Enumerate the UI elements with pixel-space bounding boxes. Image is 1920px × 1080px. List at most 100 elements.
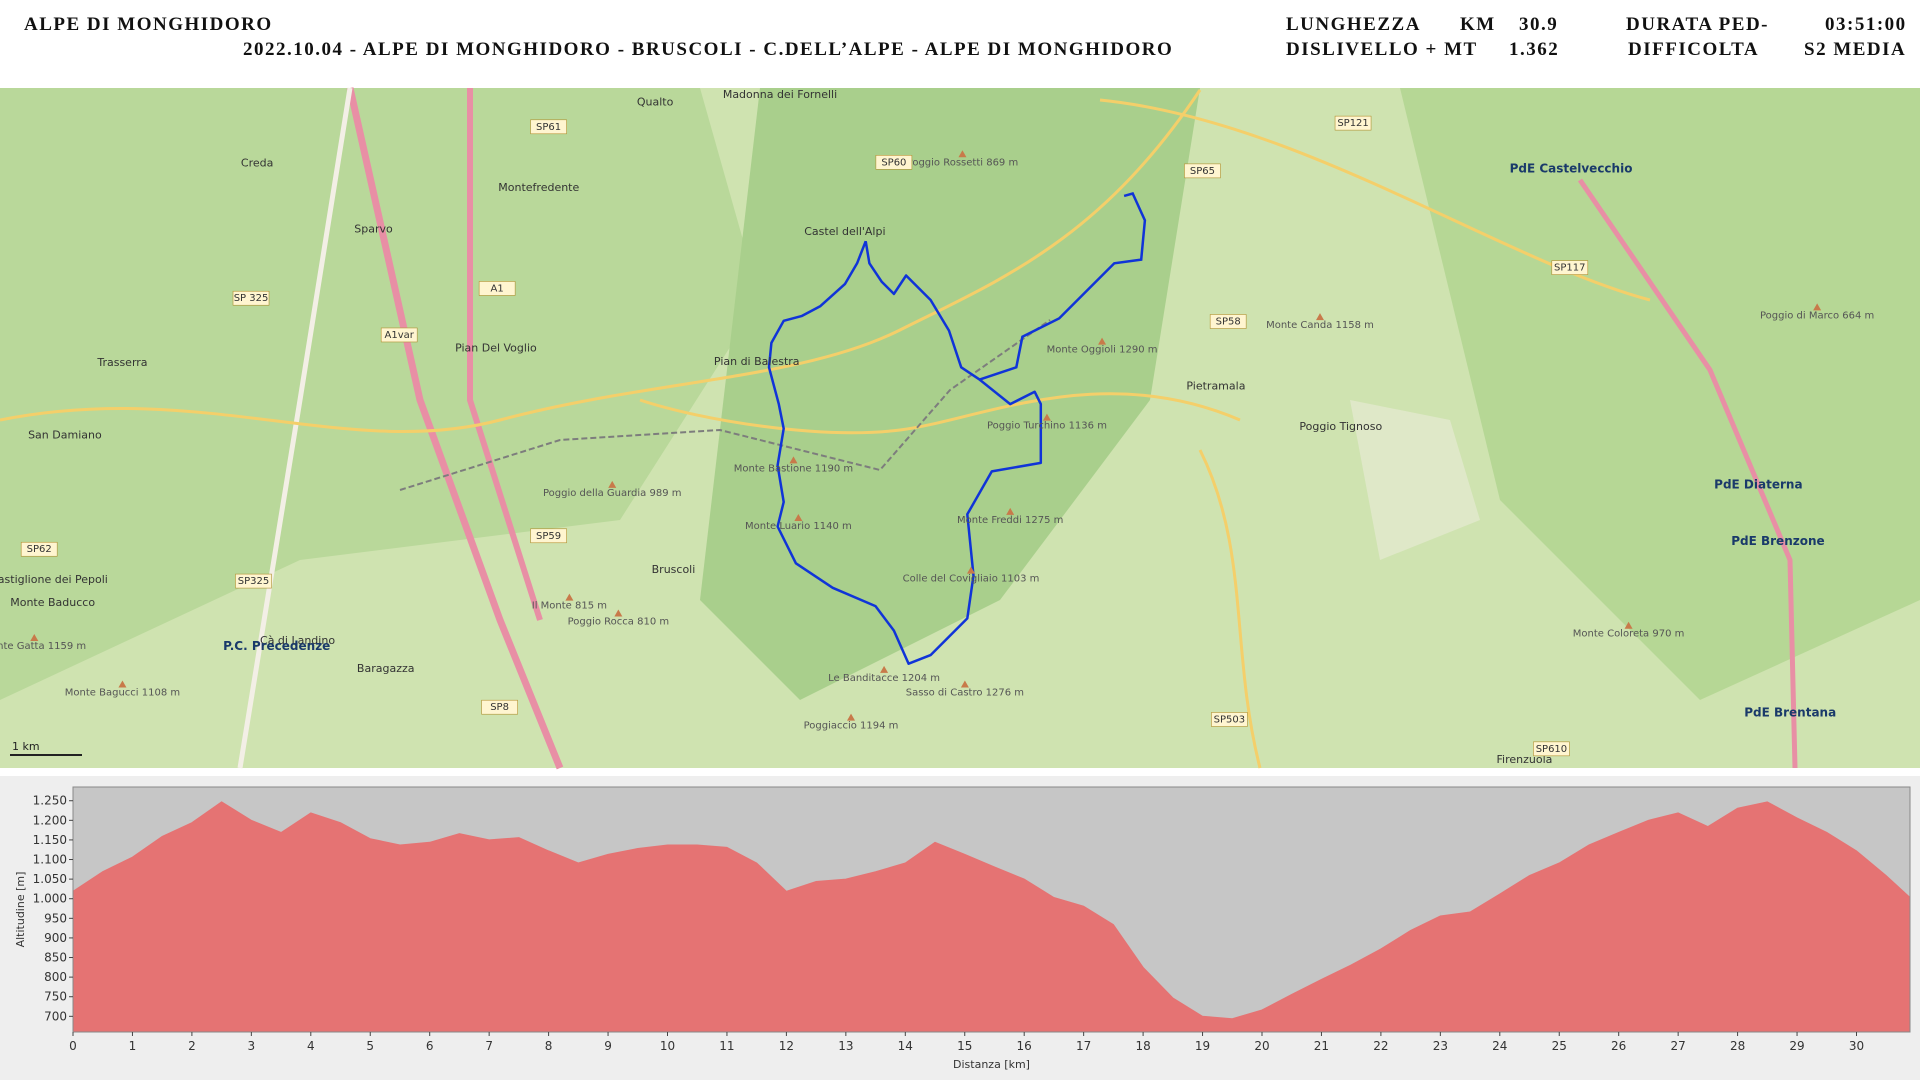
boundary <box>399 319 1051 491</box>
scale-label: 1 km <box>12 740 40 753</box>
peak-marker <box>847 713 856 721</box>
x-tick-label: 25 <box>1552 1039 1567 1053</box>
peak-label: Monte Coloreta 970 m <box>1573 629 1685 640</box>
road-label: SP62 <box>27 544 52 555</box>
place-label: Pietramala <box>1186 379 1245 392</box>
duration-value: 03:51:00 <box>1825 14 1907 35</box>
road-label: SP610 <box>1536 744 1567 755</box>
x-tick-label: 24 <box>1492 1039 1507 1053</box>
x-tick-label: 6 <box>426 1039 434 1053</box>
y-axis-label: Altitudine [m] <box>14 872 27 948</box>
elevation-area <box>72 801 1911 1033</box>
x-tick-label: 1 <box>129 1039 137 1053</box>
peak-label: Monte Freddi 1275 m <box>957 515 1063 526</box>
road-label: SP61 <box>536 122 561 133</box>
road-shield <box>875 155 913 170</box>
peak-label: Poggio della Guardia 989 m <box>543 488 682 499</box>
forest <box>0 88 760 700</box>
x-tick-label: 27 <box>1671 1039 1686 1053</box>
place-label: Madonna dei Fornelli <box>723 88 837 101</box>
peak-label: Le Banditacce 1204 m <box>828 673 940 684</box>
motorway <box>467 88 543 621</box>
x-tick-label: 11 <box>719 1039 734 1053</box>
station-label: PdE Brentana <box>1744 705 1836 719</box>
x-tick-label: 15 <box>957 1039 972 1053</box>
forest <box>700 88 1200 700</box>
road-label: A1 <box>491 283 504 294</box>
place-label: Montefredente <box>498 181 579 194</box>
x-tick-label: 17 <box>1076 1039 1091 1053</box>
road-label: SP59 <box>536 531 561 542</box>
peak-marker <box>794 513 803 521</box>
place-label: Castiglione dei Pepoli <box>0 573 108 586</box>
road-shield <box>235 573 272 589</box>
station-label: PdE Diaterna <box>1714 478 1802 492</box>
x-tick-label: 29 <box>1789 1039 1804 1053</box>
peak-marker <box>565 593 574 601</box>
x-tick-label: 12 <box>779 1039 794 1053</box>
y-tick-label: 900 <box>44 931 67 945</box>
place-label: Bruscoli <box>652 563 696 576</box>
peak-marker <box>967 566 976 574</box>
length-unit: KM <box>1460 14 1496 35</box>
station-label: PdE Castelvecchio <box>1510 162 1633 176</box>
place-label: Pian Del Voglio <box>455 341 537 354</box>
forest <box>1400 88 1920 700</box>
motorway <box>1577 178 1798 769</box>
peak-label: Poggio di Marco 664 m <box>1760 310 1874 321</box>
x-tick-label: 19 <box>1195 1039 1210 1053</box>
road-label: SP65 <box>1190 166 1215 177</box>
x-tick-label: 16 <box>1017 1039 1032 1053</box>
road-shield <box>1551 260 1589 275</box>
title: ALPE DI MONGHIDORO <box>24 14 273 35</box>
fields <box>1350 400 1480 560</box>
y-tick-label: 850 <box>44 951 67 965</box>
place-label: San Damiano <box>28 428 102 441</box>
road-label: SP503 <box>1214 714 1245 725</box>
road-shield <box>1184 163 1221 179</box>
road-shield <box>530 119 567 135</box>
x-tick-label: 26 <box>1611 1039 1626 1053</box>
peak-label: Monte Gatta 1159 m <box>0 641 86 652</box>
road-shield <box>478 281 516 296</box>
peak-label: Il Monte 815 m <box>532 601 607 612</box>
length-label: LUNGHEZZA <box>1286 14 1421 35</box>
road <box>0 89 1202 434</box>
y-tick-label: 800 <box>44 970 67 984</box>
motorway <box>346 87 564 770</box>
peak-marker <box>960 680 969 688</box>
x-tick-label: 9 <box>604 1039 612 1053</box>
elevation-chart: 7007508008509009501.0001.0501.1001.1501.… <box>14 786 1911 1071</box>
y-tick-label: 1.250 <box>33 794 67 808</box>
peak-label: Monte Bagucci 1108 m <box>65 688 180 699</box>
difficulty-value: S2 MEDIA <box>1804 39 1906 60</box>
place-label: Baragazza <box>357 662 415 675</box>
y-tick-label: 1.000 <box>33 892 67 906</box>
place-label: Castel dell'Alpi <box>804 225 885 238</box>
y-tick-label: 1.200 <box>33 813 67 827</box>
peak-marker <box>614 609 623 617</box>
climb-label: DISLIVELLO + MT <box>1286 39 1478 60</box>
peak-marker <box>608 480 617 488</box>
climb-value: 1.362 <box>1509 39 1559 60</box>
x-tick-label: 21 <box>1314 1039 1329 1053</box>
y-tick-label: 950 <box>44 911 67 925</box>
x-tick-label: 8 <box>545 1039 553 1053</box>
road-shield <box>1211 712 1248 727</box>
x-tick-label: 23 <box>1433 1039 1448 1053</box>
x-tick-label: 30 <box>1849 1039 1864 1053</box>
place-label: Trasserra <box>96 356 147 369</box>
peak-marker <box>1624 621 1633 629</box>
map: 1 km Castel dell'Alpi Pian di Balestra Bru… <box>0 87 1920 770</box>
subtitle: 2022.10.04 - ALPE DI MONGHIDORO - BRUSCO… <box>243 39 1173 60</box>
road-shield <box>232 290 270 306</box>
difficulty-label: DIFFICOLTA <box>1628 39 1759 60</box>
peak-label: Poggiaccio 1194 m <box>804 721 899 732</box>
peak-marker <box>1098 337 1107 345</box>
road <box>1198 449 1262 769</box>
x-tick-label: 14 <box>898 1039 913 1053</box>
peak-marker <box>30 633 39 641</box>
peak-label: Poggio Rocca 810 m <box>568 616 670 627</box>
place-label: Sparvo <box>354 223 393 236</box>
